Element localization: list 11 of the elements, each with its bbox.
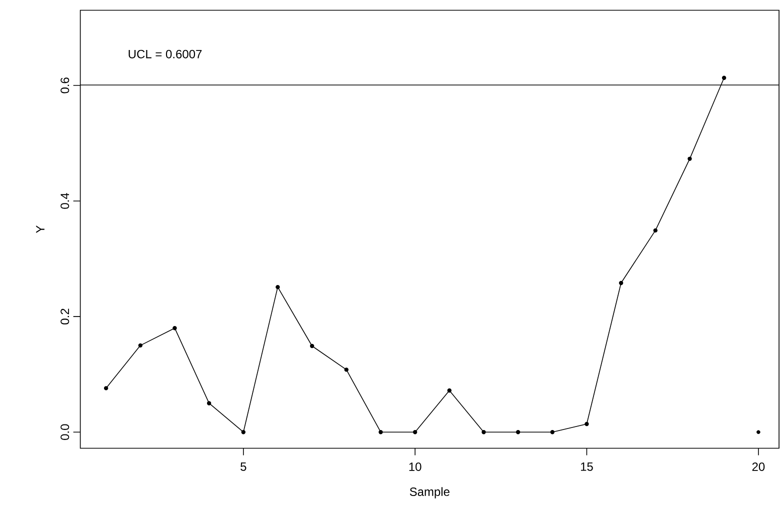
y-tick-label: 0.6: [60, 78, 70, 94]
y-tick-label: 0.4: [60, 192, 70, 209]
x-tick-label: 10: [409, 462, 422, 471]
x-tick-label: 15: [580, 462, 593, 471]
y-tick-label: 0.2: [60, 308, 70, 324]
x-tick-label: 20: [752, 462, 765, 471]
y-axis-title: Y: [36, 226, 44, 234]
y-tick-label: 0.0: [60, 424, 70, 440]
x-tick-label: 5: [240, 462, 246, 471]
x-axis-title: Sample: [410, 487, 450, 498]
ref-line-label: UCL = 0.6007: [128, 50, 202, 58]
